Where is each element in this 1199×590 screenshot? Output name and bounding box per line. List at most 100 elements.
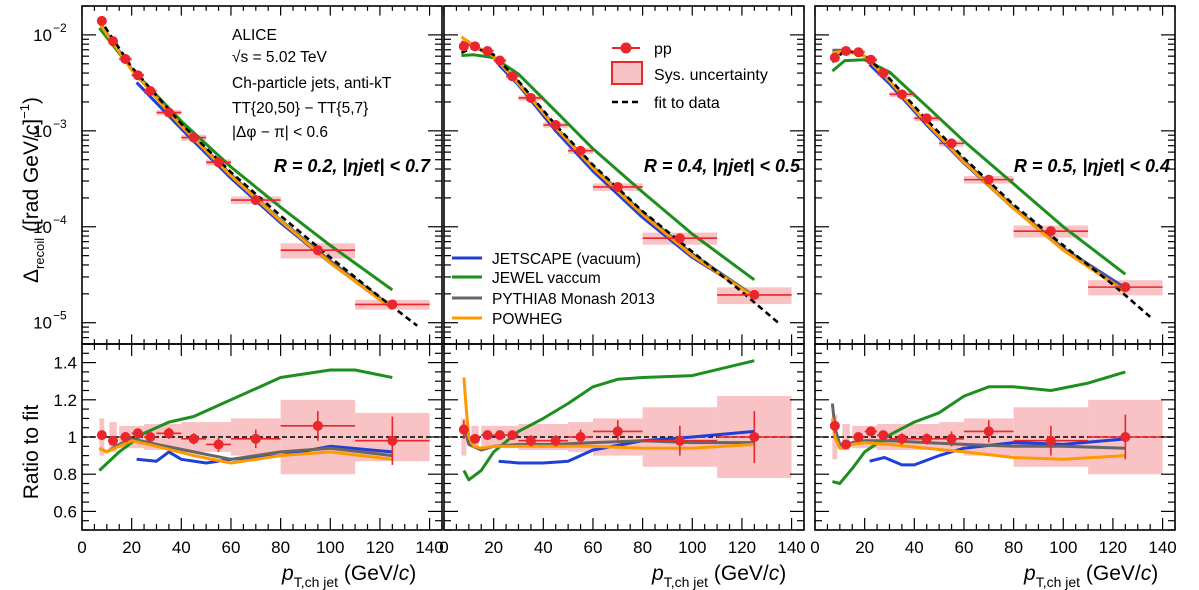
ratio-point bbox=[312, 420, 323, 431]
annotation-dphi: |Δφ − π| < 0.6 bbox=[232, 124, 328, 141]
data-point bbox=[921, 113, 932, 124]
x-tick-label: 100 bbox=[678, 538, 706, 557]
annotation-energy: √s = 5.02 TeV bbox=[232, 49, 327, 66]
x-tick-label: 80 bbox=[271, 538, 290, 557]
ratio-point bbox=[921, 433, 932, 444]
x-tick-label: 0 bbox=[77, 538, 86, 557]
ratio-point bbox=[1120, 432, 1131, 442]
x-tick-label: 0 bbox=[439, 538, 448, 557]
ratio-point bbox=[896, 433, 907, 444]
ratio-model-line bbox=[462, 377, 755, 450]
y-tick-label: 10 bbox=[33, 122, 52, 141]
legend-item-jetscape: JETSCAPE (vacuum) bbox=[452, 251, 641, 268]
x-tick-label: 20 bbox=[122, 538, 141, 557]
sys-box-ratio bbox=[842, 423, 850, 451]
ratio-point bbox=[507, 430, 518, 441]
x-tick-label: 40 bbox=[172, 538, 191, 557]
svg-text:fit to data: fit to data bbox=[654, 95, 720, 112]
x-tick-label: 60 bbox=[222, 538, 241, 557]
ratio-point bbox=[525, 435, 536, 446]
ratio-point bbox=[612, 426, 623, 437]
ratio-model-line bbox=[830, 403, 1126, 450]
data-point bbox=[841, 45, 852, 56]
ratio-point bbox=[145, 432, 156, 442]
ratio-point bbox=[749, 432, 760, 442]
top-plot-area bbox=[829, 45, 1163, 318]
ratio-model-line bbox=[869, 437, 1126, 467]
ratio-point bbox=[575, 432, 586, 442]
legend-item-sys: Sys. uncertainty bbox=[611, 61, 768, 85]
data-point bbox=[550, 120, 561, 131]
x-tick-label: 140 bbox=[777, 538, 805, 557]
x-axis-title-1: pT,ch jet (GeV/c) bbox=[281, 562, 416, 590]
x-tick-label: 20 bbox=[855, 538, 874, 557]
data-point bbox=[1045, 226, 1056, 237]
panel-label-2: R = 0.4, |ηjet| < 0.5 bbox=[644, 156, 801, 176]
ratio-model-line bbox=[98, 439, 393, 465]
data-point bbox=[387, 299, 398, 310]
svg-text:pT,ch jet (GeV/c): pT,ch jet (GeV/c) bbox=[1023, 562, 1158, 590]
ratio-point bbox=[983, 426, 994, 437]
data-point bbox=[213, 157, 224, 168]
legend-item-pp: pp bbox=[612, 41, 672, 58]
x-tick-label: 0 bbox=[810, 538, 819, 557]
x-tick-label: 120 bbox=[1099, 538, 1127, 557]
x-tick-label: 60 bbox=[584, 538, 603, 557]
svg-text:POWHEG: POWHEG bbox=[492, 311, 563, 328]
y-axis-title-bottom: Ratio to fit bbox=[20, 405, 43, 500]
annotation-block: ALICE √s = 5.02 TeV Ch-particle jets, an… bbox=[232, 27, 392, 141]
legend-data: pp Sys. uncertainty fit to data bbox=[611, 41, 768, 112]
model-line bbox=[831, 58, 1127, 276]
y-tick-label-exp: −5 bbox=[53, 309, 67, 323]
ratio-point bbox=[96, 430, 107, 441]
svg-text:pT,ch jet (GeV/c): pT,ch jet (GeV/c) bbox=[651, 562, 786, 590]
ratio-point bbox=[494, 430, 505, 441]
svg-text:Ratio to fit: Ratio to fit bbox=[20, 405, 43, 500]
data-point bbox=[749, 289, 760, 300]
data-point bbox=[470, 41, 481, 52]
data-point bbox=[163, 107, 174, 118]
x-tick-label: 40 bbox=[905, 538, 924, 557]
legend-item-powheg: POWHEG bbox=[452, 311, 563, 328]
y-tick-label-exp: −3 bbox=[53, 117, 67, 131]
x-tick-label: 140 bbox=[1148, 538, 1176, 557]
svg-text:Δrecoil ([rad GeV/c]−1): Δrecoil ([rad GeV/c]−1) bbox=[17, 97, 47, 283]
data-point bbox=[494, 55, 505, 66]
legend-item-pythia: PYTHIA8 Monash 2013 bbox=[452, 291, 655, 308]
bottom-plot-area bbox=[815, 370, 1175, 485]
data-point bbox=[482, 45, 493, 56]
y-tick-label: 10 bbox=[33, 26, 52, 45]
ratio-model-line bbox=[462, 359, 755, 482]
x-tick-label: 120 bbox=[728, 538, 756, 557]
ratio-point bbox=[120, 432, 131, 442]
bottom-plot-area bbox=[82, 368, 442, 475]
legend-models: JETSCAPE (vacuum) JEWEL vaccum PYTHIA8 M… bbox=[452, 251, 655, 328]
x-tick-label: 120 bbox=[366, 538, 394, 557]
data-point bbox=[612, 181, 623, 192]
annotation-jets: Ch-particle jets, anti-kT bbox=[232, 75, 392, 92]
panel-3: 0 20 40 60 80 100 120 140 bbox=[810, 5, 1177, 557]
ratio-point bbox=[132, 428, 143, 439]
data-point bbox=[145, 86, 156, 97]
x-tick-label: 100 bbox=[316, 538, 344, 557]
x-tick-label: 100 bbox=[1049, 538, 1077, 557]
data-point bbox=[1120, 282, 1131, 293]
ratio-y-tick-label: 1.2 bbox=[53, 391, 77, 410]
ratio-point bbox=[188, 433, 199, 444]
data-point bbox=[575, 145, 586, 156]
x-axis-title-2: pT,ch jet (GeV/c) bbox=[651, 562, 786, 590]
ratio-point bbox=[470, 433, 481, 444]
data-point bbox=[108, 36, 119, 47]
svg-text:PYTHIA8 Monash 2013: PYTHIA8 Monash 2013 bbox=[492, 291, 655, 308]
svg-text:pp: pp bbox=[654, 41, 672, 58]
annotation-tt: TT{20,50} − TT{5,7} bbox=[232, 100, 368, 117]
data-point bbox=[878, 68, 889, 79]
fit-line bbox=[831, 48, 1152, 318]
model-line bbox=[461, 53, 756, 282]
y-tick-label-exp: −2 bbox=[53, 21, 67, 35]
ratio-model-line bbox=[98, 368, 393, 472]
x-axis-title-3: pT,ch jet (GeV/c) bbox=[1023, 562, 1158, 590]
data-point bbox=[458, 41, 469, 52]
